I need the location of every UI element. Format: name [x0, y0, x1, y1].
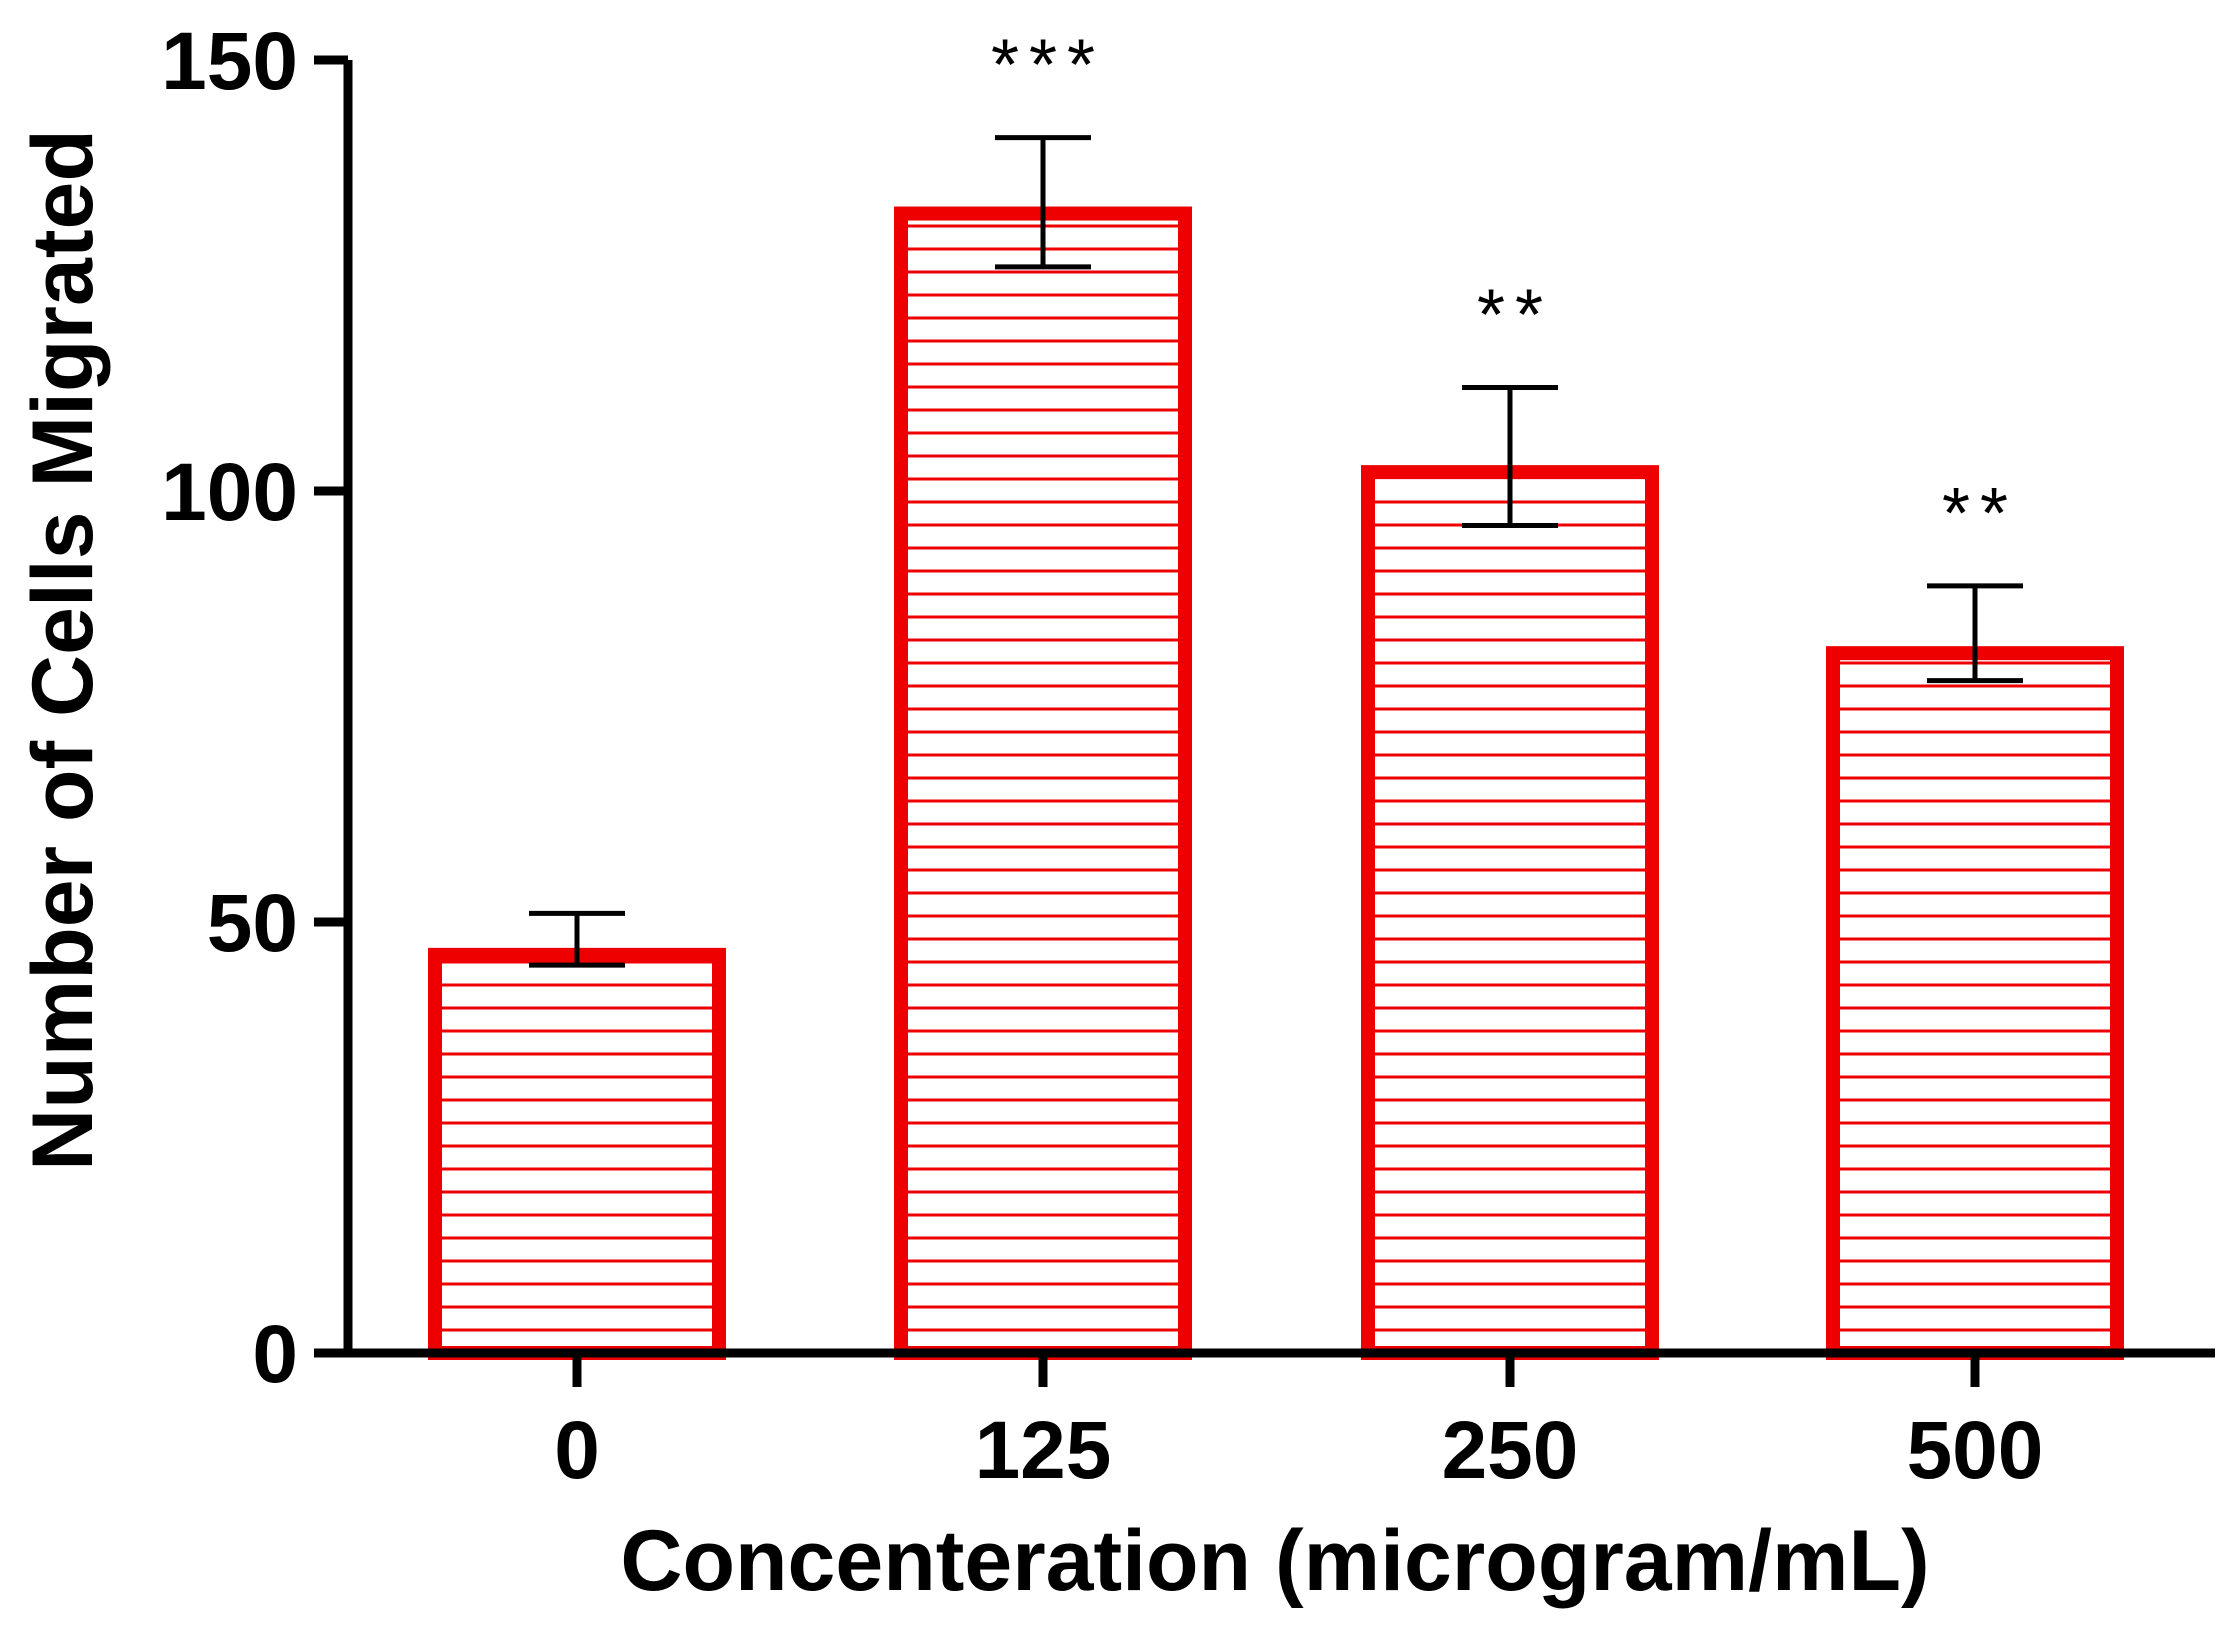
axes-layer [314, 55, 2215, 1387]
y-tick-label-150: 150 [161, 16, 298, 107]
x-tick-label-0: 0 [554, 1405, 600, 1496]
error-bars-layer [529, 135, 2023, 968]
bar-0 [428, 947, 726, 1360]
x-axis-title: Concenteration (microgram/mL) [620, 1513, 1929, 1609]
y-tick-label-50: 50 [207, 878, 298, 969]
significance-label-125: *** [991, 26, 1105, 106]
bar-hatch [1368, 500, 1652, 1332]
bars-layer [428, 206, 2124, 1360]
error-bar-125 [995, 135, 1091, 270]
y-axis-title: Number of Cells Migrated [15, 129, 111, 1171]
tick-labels-layer: 0 50 100 150 0 125 250 500 [161, 16, 2043, 1496]
bar-fill [894, 206, 1192, 1353]
x-tick-label-500: 500 [1907, 1405, 2044, 1496]
bar-500 [1826, 646, 2124, 1360]
bar-fill [1826, 646, 2124, 1353]
y-tick-label-0: 0 [252, 1309, 298, 1400]
error-bar-0 [529, 910, 625, 968]
bar-250 [1361, 465, 1659, 1360]
bar-125 [894, 206, 1192, 1360]
significance-label-250: ** [1477, 276, 1553, 356]
bar-hatch [1833, 661, 2117, 1332]
bar-fill [1361, 465, 1659, 1353]
error-bar-250 [1462, 385, 1558, 528]
y-tick-label-100: 100 [161, 447, 298, 538]
significance-label-500: ** [1942, 474, 2018, 554]
error-bar-500 [1927, 583, 2023, 684]
x-tick-label-125: 125 [975, 1405, 1112, 1496]
x-tick-label-250: 250 [1442, 1405, 1579, 1496]
bar-hatch [901, 224, 1185, 1332]
significance-labels-layer: ******* [991, 26, 2018, 554]
bar-hatch [435, 960, 719, 1332]
